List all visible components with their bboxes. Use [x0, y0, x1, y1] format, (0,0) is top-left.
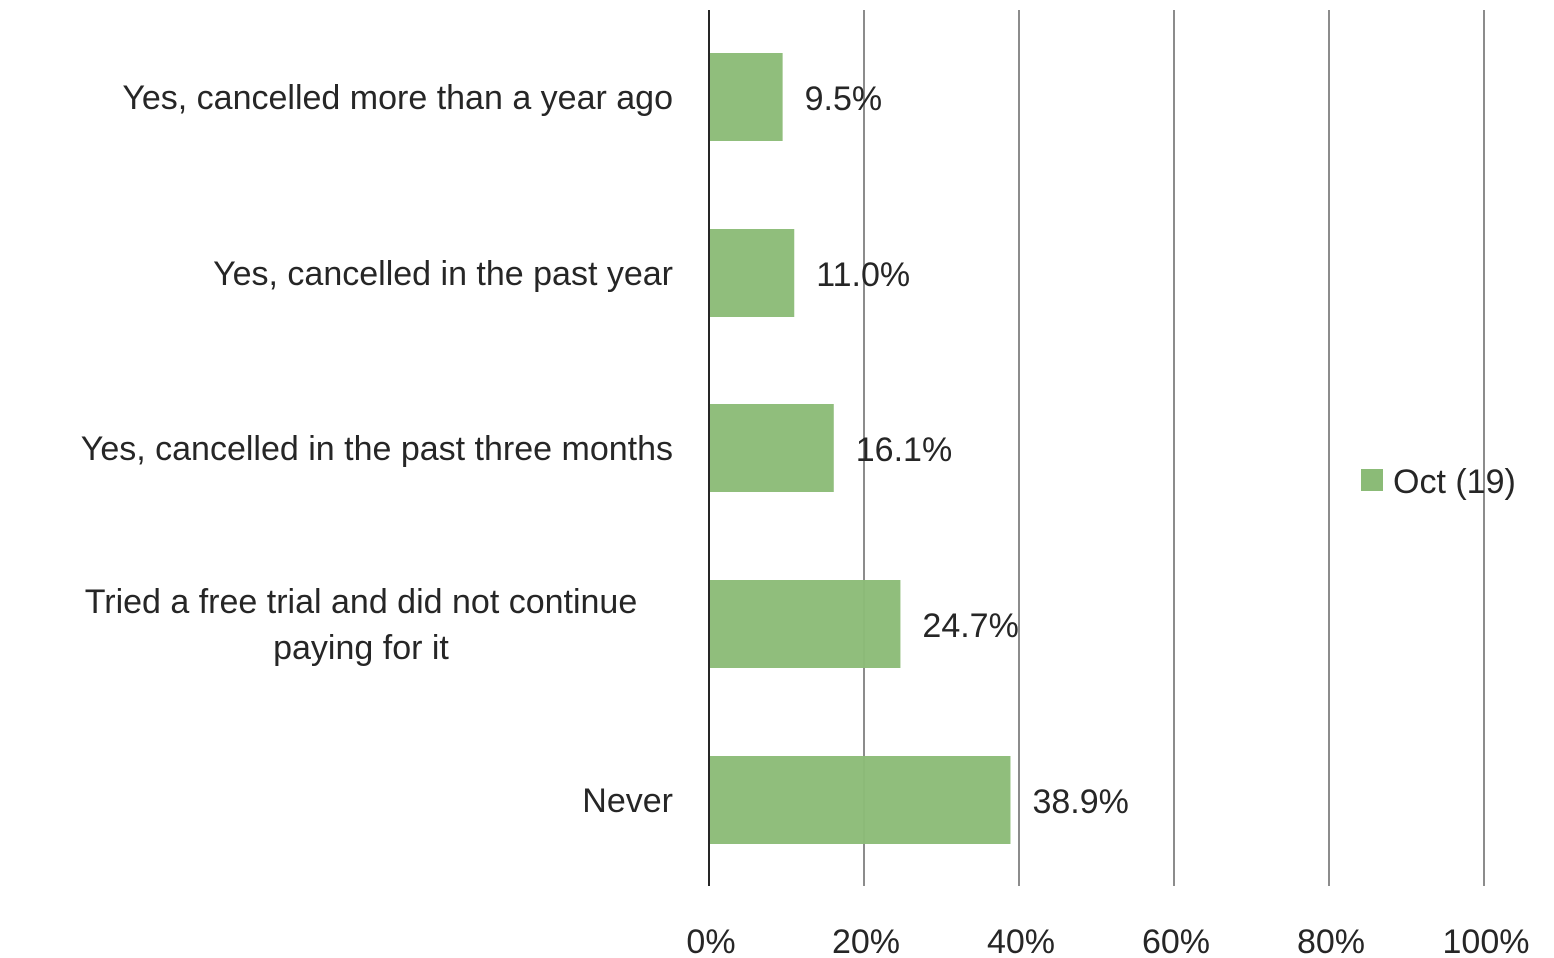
legend-label: Oct (19) — [1393, 463, 1516, 501]
x-tick-label-0: 0% — [686, 923, 735, 958]
legend-swatch — [1361, 469, 1383, 491]
data-label-4: 38.9% — [1032, 783, 1128, 821]
data-label-1: 11.0% — [816, 256, 910, 294]
data-label-2: 16.1% — [856, 431, 952, 469]
data-label-0: 9.5% — [805, 80, 883, 118]
gridlines — [863, 10, 1485, 886]
category-label-4: Never — [582, 782, 673, 820]
bar-4 — [709, 756, 1011, 844]
data-labels: 9.5% 11.0% 16.1% 24.7% 38.9% — [805, 80, 1129, 821]
bar-1 — [709, 229, 795, 317]
category-label-3-line-0: Tried a free trial and did not continue — [85, 583, 638, 621]
legend: Oct (19) — [1361, 463, 1516, 501]
x-tick-label-80: 80% — [1297, 923, 1365, 958]
category-label-3-line-1: paying for it — [273, 629, 449, 667]
x-tick-label-40: 40% — [987, 923, 1055, 958]
bar-2 — [709, 404, 834, 492]
bar-3 — [709, 580, 901, 668]
category-label-0: Yes, cancelled more than a year ago — [122, 79, 673, 117]
x-tick-label-60: 60% — [1142, 923, 1210, 958]
x-tick-label-20: 20% — [832, 923, 900, 958]
x-tick-labels: 0% 20% 40% 60% 80% 100% — [686, 923, 1529, 958]
x-tick-label-100: 100% — [1443, 923, 1530, 958]
category-label-3: Tried a free trial and did not continue p… — [85, 583, 638, 667]
category-labels: Yes, cancelled more than a year ago Yes, … — [81, 79, 673, 820]
data-label-3: 24.7% — [922, 607, 1018, 645]
category-label-1: Yes, cancelled in the past year — [213, 255, 673, 293]
category-label-2: Yes, cancelled in the past three months — [81, 430, 673, 468]
bar-0 — [709, 53, 783, 141]
bars — [709, 53, 1011, 844]
